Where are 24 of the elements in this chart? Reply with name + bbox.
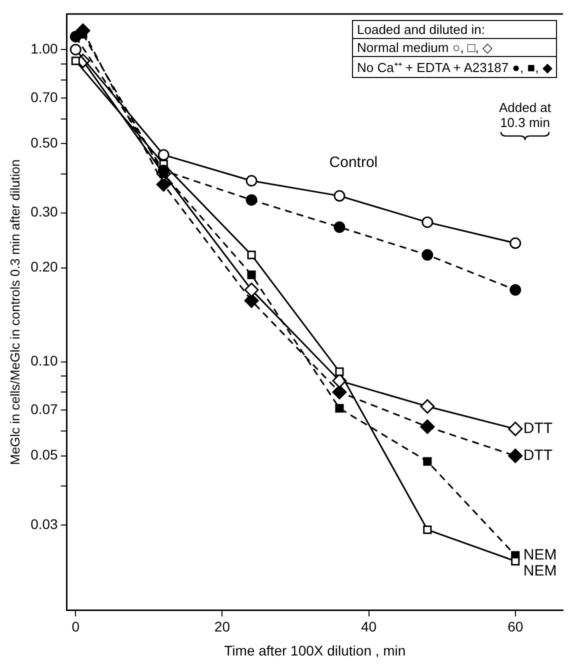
- series-label: DTT: [523, 447, 553, 464]
- annotation: Normal medium ○, □, ◇: [353, 38, 556, 56]
- y-tick-label: 0.05: [30, 446, 58, 463]
- x-tick-label: 0: [72, 618, 80, 635]
- x-tick-label: 20: [214, 618, 230, 635]
- annotation: Added at 10.3 min: [498, 100, 552, 130]
- y-tick-label: 0.10: [30, 352, 58, 369]
- annotation: No Ca⁺⁺ + EDTA + A23187 ●, ■, ◆: [353, 56, 556, 77]
- x-tick-label: 60: [508, 618, 524, 635]
- y-tick-label: 0.20: [30, 258, 58, 275]
- annotation: Control: [329, 154, 378, 171]
- legend-title: Loaded and diluted in:: [356, 21, 486, 38]
- y-tick-label: 0.30: [30, 204, 58, 220]
- series-label: DTT: [523, 420, 553, 438]
- y-axis-title: MeGlc in cells/MeGlc in controls 0.3 min after dilution: [7, 159, 22, 466]
- y-tick-label: 0.70: [30, 88, 58, 105]
- series-label: NEM: [523, 546, 557, 564]
- y-tick-label: 0.07: [30, 401, 58, 418]
- y-tick-label: 1.00: [30, 40, 58, 56]
- series-label: NEM: [523, 562, 557, 580]
- x-axis-title: Time after 100X dilution , min: [224, 642, 406, 658]
- y-tick-label: 0.03: [30, 516, 58, 532]
- y-tick-label: 0.50: [30, 134, 58, 150]
- x-tick-label: 40: [361, 618, 377, 635]
